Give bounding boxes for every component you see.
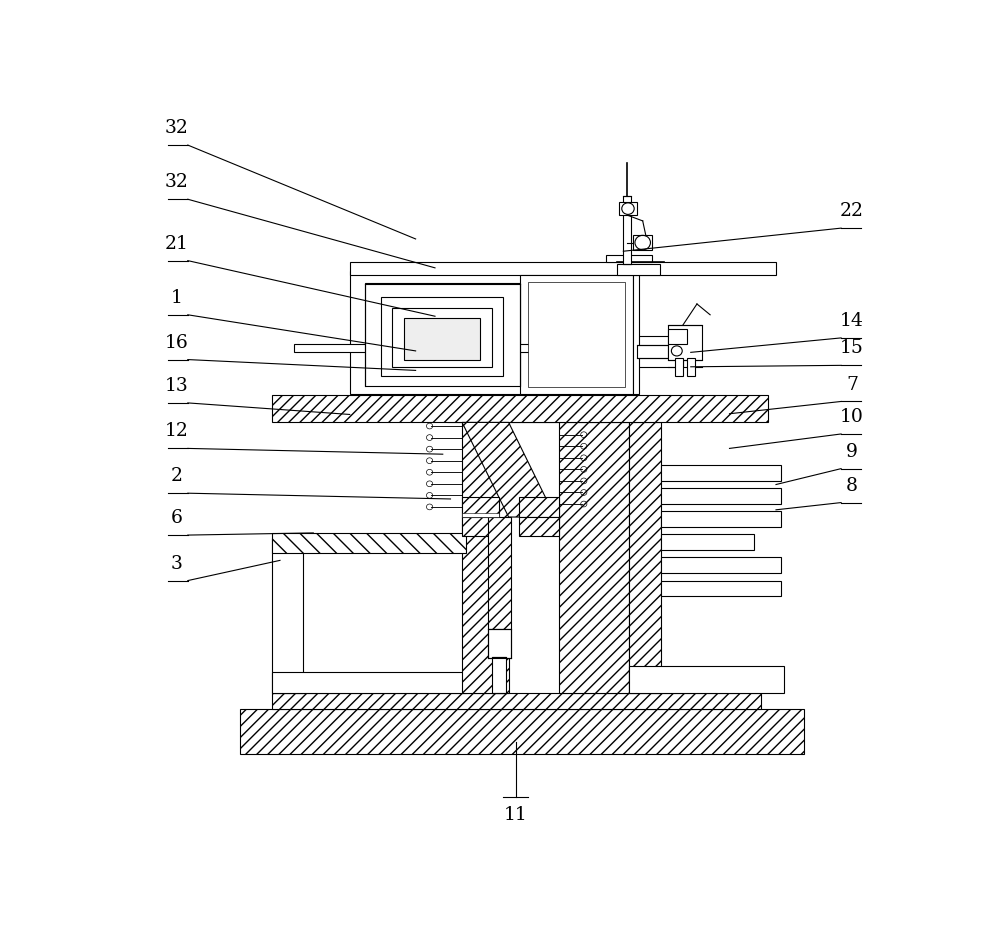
- Bar: [675, 358, 683, 376]
- Bar: [633, 275, 639, 394]
- Bar: [661, 511, 781, 527]
- Text: 12: 12: [165, 422, 189, 441]
- Bar: [661, 488, 781, 504]
- Bar: [492, 658, 506, 693]
- Bar: [350, 262, 776, 275]
- Text: 14: 14: [840, 312, 864, 330]
- Text: 21: 21: [165, 234, 189, 252]
- Bar: [519, 497, 559, 517]
- Bar: [272, 693, 761, 709]
- Bar: [519, 497, 559, 517]
- Bar: [350, 271, 637, 394]
- Bar: [404, 318, 480, 359]
- Bar: [240, 709, 804, 754]
- Bar: [519, 517, 559, 536]
- Bar: [462, 513, 499, 517]
- Bar: [633, 235, 652, 250]
- Bar: [668, 329, 687, 343]
- Text: 32: 32: [165, 174, 189, 191]
- Text: 11: 11: [504, 806, 527, 824]
- Bar: [559, 408, 629, 693]
- Bar: [381, 296, 503, 376]
- Bar: [661, 465, 781, 481]
- Text: 13: 13: [165, 377, 189, 395]
- Polygon shape: [462, 422, 555, 517]
- Bar: [519, 517, 559, 536]
- Bar: [462, 408, 509, 693]
- Text: 16: 16: [165, 334, 189, 352]
- Bar: [559, 408, 629, 693]
- Bar: [629, 666, 784, 693]
- Text: 6: 6: [171, 509, 183, 527]
- Bar: [617, 265, 660, 275]
- Bar: [272, 693, 761, 709]
- Bar: [520, 275, 633, 394]
- Bar: [392, 308, 492, 367]
- Bar: [447, 412, 648, 422]
- Bar: [447, 412, 648, 422]
- Bar: [619, 202, 637, 215]
- Bar: [661, 581, 781, 597]
- Text: 9: 9: [846, 443, 858, 461]
- Bar: [488, 517, 511, 629]
- Text: 22: 22: [840, 203, 864, 220]
- Text: 8: 8: [846, 477, 858, 494]
- Text: 2: 2: [171, 467, 183, 485]
- Text: 15: 15: [840, 340, 864, 357]
- Bar: [272, 533, 466, 553]
- Bar: [462, 497, 499, 517]
- Bar: [528, 282, 625, 387]
- Bar: [606, 255, 652, 262]
- Bar: [272, 395, 768, 422]
- Bar: [272, 538, 303, 693]
- Bar: [687, 358, 695, 376]
- Bar: [488, 629, 511, 658]
- Bar: [629, 422, 661, 693]
- Bar: [637, 337, 683, 367]
- Bar: [661, 535, 754, 551]
- Bar: [294, 343, 619, 353]
- Bar: [462, 517, 499, 536]
- Bar: [462, 408, 509, 693]
- Bar: [240, 709, 804, 754]
- Bar: [365, 283, 520, 386]
- Bar: [661, 557, 781, 573]
- Bar: [462, 517, 499, 536]
- Bar: [488, 517, 511, 629]
- Bar: [462, 497, 499, 517]
- Text: 3: 3: [171, 554, 183, 572]
- Text: 10: 10: [840, 408, 864, 426]
- Bar: [637, 345, 668, 358]
- Text: 7: 7: [846, 375, 858, 394]
- Bar: [629, 422, 661, 693]
- Bar: [272, 395, 768, 422]
- Bar: [488, 517, 511, 629]
- Text: 32: 32: [165, 119, 189, 137]
- Bar: [272, 672, 466, 693]
- Bar: [623, 196, 631, 265]
- Text: 1: 1: [171, 289, 183, 307]
- Bar: [272, 533, 466, 553]
- Bar: [668, 325, 702, 359]
